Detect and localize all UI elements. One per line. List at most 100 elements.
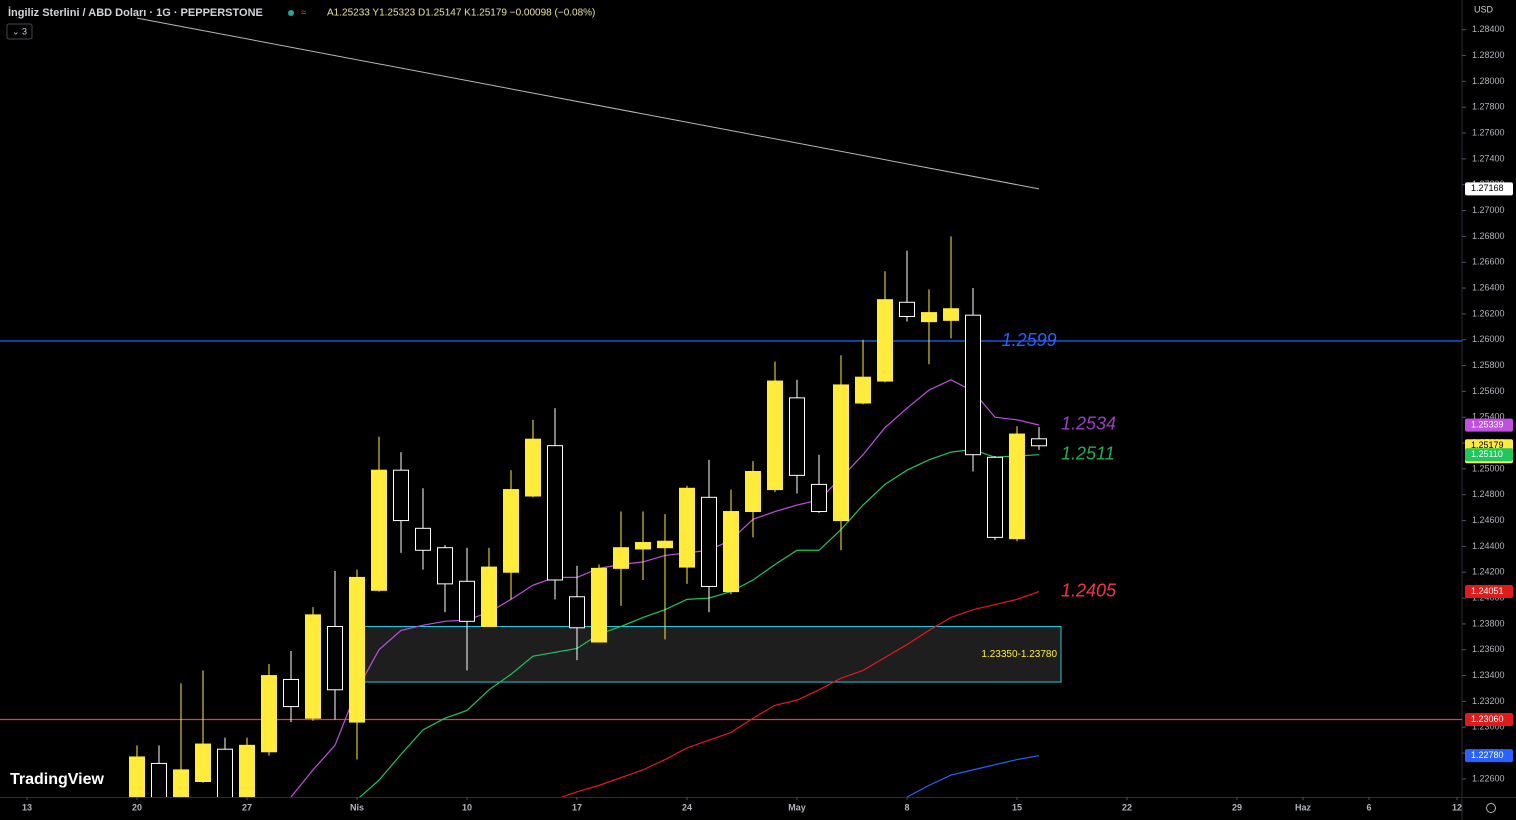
x-tick-label: 22 xyxy=(1122,802,1132,812)
y-tick-label: 1.25400 xyxy=(1472,412,1505,422)
candle-body xyxy=(965,314,981,456)
price-badge-label: 1.23060 xyxy=(1471,714,1504,724)
candle-body xyxy=(393,469,409,522)
y-tick-label: 1.27400 xyxy=(1472,153,1505,163)
price-badge xyxy=(1465,448,1513,462)
candle-body xyxy=(195,743,211,782)
status-dot xyxy=(288,10,294,16)
candle-body xyxy=(1031,438,1047,447)
y-tick-label: 1.26000 xyxy=(1472,334,1505,344)
x-tick-label: 10 xyxy=(462,802,472,812)
candle-body xyxy=(745,470,761,513)
candle-body xyxy=(327,625,343,691)
candle-body xyxy=(437,547,453,585)
trendline xyxy=(136,17,1040,190)
x-tick-label: 12 xyxy=(1452,802,1462,812)
zone xyxy=(356,625,1062,683)
price-badge-label: 1.25179 xyxy=(1471,440,1504,450)
candle-body xyxy=(1009,433,1025,540)
candle-body xyxy=(503,489,519,573)
x-tick-label: 29 xyxy=(1232,802,1242,812)
level-label: 1.2511 xyxy=(1061,443,1115,463)
x-tick-label: 17 xyxy=(572,802,582,812)
candle-body xyxy=(723,511,739,593)
candle-body xyxy=(701,496,717,587)
y-tick-label: 1.24800 xyxy=(1472,489,1505,499)
price-badge xyxy=(1465,584,1513,598)
y-tick-label: 1.26800 xyxy=(1472,231,1505,241)
candle-body xyxy=(855,376,871,404)
price-badge xyxy=(1465,418,1513,432)
x-tick-label: Haz xyxy=(1295,802,1312,812)
candle-body xyxy=(569,596,585,629)
candle-body xyxy=(657,540,673,549)
moving-average xyxy=(906,755,1040,797)
price-badge-label: 1.22780 xyxy=(1471,750,1504,760)
y-tick-label: 1.23600 xyxy=(1472,644,1505,654)
indicator-count: 3 xyxy=(22,26,27,36)
settings-icon[interactable] xyxy=(1486,803,1496,813)
candle-body xyxy=(349,576,365,723)
axes: 1.226001.228001.230001.232001.234001.236… xyxy=(22,24,1513,812)
candle-body xyxy=(679,487,695,568)
candle-body xyxy=(217,748,233,797)
candle-body xyxy=(635,542,651,550)
candle-body xyxy=(591,567,607,643)
currency[interactable]: USD xyxy=(1474,4,1494,14)
y-tick-label: 1.27000 xyxy=(1472,205,1505,215)
candle-body xyxy=(767,380,783,491)
moving-average xyxy=(560,591,1040,797)
candle-body xyxy=(481,566,497,627)
level-label: 1.2534 xyxy=(1061,414,1116,434)
x-tick-label: Nis xyxy=(350,802,364,812)
x-tick-label: 15 xyxy=(1012,802,1022,812)
candle-body xyxy=(987,456,1003,538)
y-tick-label: 1.27800 xyxy=(1472,102,1505,112)
y-tick-label: 1.22600 xyxy=(1472,773,1505,783)
y-tick-label: 1.23400 xyxy=(1472,670,1505,680)
candle-body xyxy=(613,547,629,569)
ohlc: A1.25233 Y1.25323 D1.25147 K1.25179 −0.0… xyxy=(327,8,595,19)
y-tick-label: 1.27600 xyxy=(1472,127,1505,137)
candle-body xyxy=(459,580,475,622)
y-tick-label: 1.24200 xyxy=(1472,567,1505,577)
candle-body xyxy=(547,445,563,581)
candle-body xyxy=(305,614,321,719)
candle-body xyxy=(789,397,805,476)
candle-body xyxy=(261,675,277,753)
x-tick-label: May xyxy=(788,802,806,812)
x-tick-label: 8 xyxy=(904,802,909,812)
price-badge xyxy=(1465,712,1513,726)
candle-body xyxy=(283,678,299,708)
logo: TradingView xyxy=(10,771,105,788)
y-tick-label: 1.24400 xyxy=(1472,541,1505,551)
y-tick-label: 1.26400 xyxy=(1472,282,1505,292)
y-tick-label: 1.28200 xyxy=(1472,50,1505,60)
status-icon: ≈ xyxy=(301,8,307,19)
y-tick-label: 1.23200 xyxy=(1472,696,1505,706)
level-label: 1.2599 xyxy=(1002,330,1057,350)
candle-body xyxy=(833,384,849,522)
y-tick-label: 1.23800 xyxy=(1472,618,1505,628)
y-tick-label: 1.25000 xyxy=(1472,463,1505,473)
price-badge-label: 1.25339 xyxy=(1471,419,1504,429)
y-tick-label: 1.24600 xyxy=(1472,515,1505,525)
candle-body xyxy=(811,483,827,513)
moving-average xyxy=(359,448,1040,797)
chevron: ⌄ xyxy=(12,26,20,36)
candle-body xyxy=(151,762,167,797)
price-badge xyxy=(1465,182,1513,196)
y-tick-label: 1.25600 xyxy=(1472,386,1505,396)
candle-body xyxy=(129,756,145,797)
candle-body xyxy=(877,299,893,382)
y-tick-label: 1.28400 xyxy=(1472,24,1505,34)
x-tick-label: 20 xyxy=(132,802,142,812)
y-tick-label: 1.28000 xyxy=(1472,76,1505,86)
candle-body xyxy=(415,527,431,551)
y-tick-label: 1.25800 xyxy=(1472,360,1505,370)
candle-body xyxy=(173,769,189,797)
zone-label: 1.23350-1.23780 xyxy=(981,649,1057,660)
indicator-toggle[interactable] xyxy=(6,23,33,40)
